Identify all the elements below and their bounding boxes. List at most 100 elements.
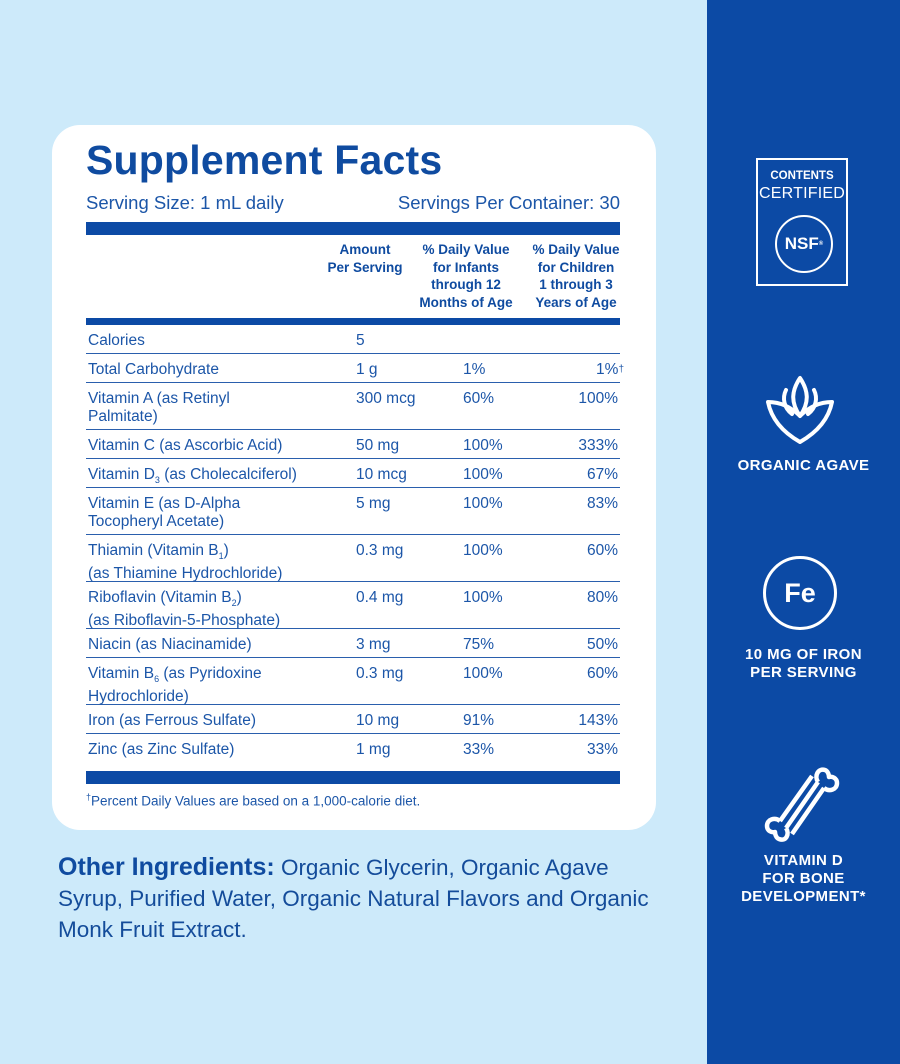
header-infants-line: through 12 (431, 277, 501, 292)
table-row: Total Carbohydrate 1 g 1% 1%† (86, 354, 624, 383)
dv-children-value: 60% (586, 542, 618, 559)
nsf-contents-text: CONTENTS (770, 170, 834, 182)
serving-info: Serving Size: 1 mL daily Servings Per Co… (86, 192, 620, 214)
badge-sidebar (707, 0, 900, 1064)
amount-per-serving: 5 (356, 332, 365, 349)
top-rule (86, 222, 620, 235)
servings-per-container: Servings Per Container: 30 (397, 192, 620, 213)
bone-icon (764, 767, 840, 842)
header-amount-line: Per Serving (327, 259, 403, 275)
agave-leaf-icon (766, 376, 834, 444)
facts-title: Supplement Facts (86, 137, 443, 183)
dv-children: 67% (587, 466, 618, 484)
header-children-line: Years of Age (535, 294, 617, 310)
dv-children: 333% (578, 437, 618, 455)
iron-symbol: Fe (784, 577, 816, 608)
table-row: Vitamin E (as D-Alpha Tocopheryl Acetate)… (86, 488, 620, 535)
dv-children-value: 80% (586, 589, 618, 606)
header-children: % Daily Value for Children 1 through 3 Y… (526, 241, 626, 311)
other-ingredients-text: Organic Glycerin, Organic Agave Syrup, P… (58, 855, 649, 942)
iron-label-line: PER SERVING (750, 664, 857, 681)
supplement-facts-panel (52, 125, 656, 830)
nutrient-name: Niacin (as Niacinamide) (88, 636, 252, 653)
footnote: †Percent Daily Values are based on a 1,0… (86, 792, 420, 809)
amount-per-serving: 300 mcg (356, 390, 416, 407)
dv-infants: 100% (463, 495, 503, 512)
dv-infants: 60% (463, 390, 495, 407)
table-row: Vitamin B6 (as Pyridoxine Hydrochloride) 0… (86, 658, 620, 705)
amount-per-serving: 1 g (356, 361, 378, 378)
dv-children: 50% (587, 636, 618, 654)
header-infants-line: Months of Age (419, 294, 513, 310)
dv-infants: 1% (463, 361, 486, 378)
nsf-certified-icon: CONTENTS CERTIFIED NSF ® (756, 158, 848, 286)
header-amount-line: Amount (339, 242, 391, 257)
iron-label: 10 MG OF IRON PER SERVING (707, 646, 900, 682)
dv-infants: 100% (463, 466, 503, 483)
dv-children: 100% (578, 390, 618, 408)
dv-children-value: 100% (578, 390, 618, 407)
dv-children: 80% (587, 589, 618, 607)
facts-table: Calories 5 Total Carbohydrate 1 g 1% 1%† Vitam… (86, 325, 624, 762)
dv-infants: 100% (463, 437, 503, 454)
amount-per-serving: 50 mg (356, 437, 400, 454)
dv-children: 60% (587, 542, 618, 560)
dagger-mark: † (618, 364, 624, 375)
serving-size: Serving Size: 1 mL daily (86, 192, 284, 213)
vitamin-d-label-line: VITAMIN D (763, 852, 844, 869)
table-row: Calories 5 (86, 325, 620, 354)
footnote-text: Percent Daily Values are based on a 1,00… (91, 793, 421, 809)
nutrient-name: Vitamin C (as Ascorbic Acid) (88, 437, 283, 454)
table-row: Thiamin (Vitamin B1) (as Thiamine Hydroch… (86, 535, 620, 582)
nsf-logo: NSF ® (775, 215, 833, 273)
footnote-mark: † (86, 792, 92, 802)
nutrient-name: Total Carbohydrate (88, 361, 219, 378)
header-amount: Amount Per Serving (325, 241, 405, 276)
table-row: Iron (as Ferrous Sulfate) 10 mg 91% 143% (86, 705, 620, 734)
nutrient-name: Thiamin (Vitamin B1) (as Thiamine Hydroch… (88, 542, 283, 583)
dv-children-value: 33% (586, 741, 618, 758)
dv-children: 33% (587, 741, 618, 759)
dv-infants: 33% (463, 741, 495, 758)
dv-children-value: 67% (586, 466, 618, 483)
dv-children-value: 143% (578, 712, 618, 729)
amount-per-serving: 0.4 mg (356, 589, 404, 606)
amount-per-serving: 10 mcg (356, 466, 407, 483)
agave-label: ORGANIC AGAVE (737, 457, 870, 474)
table-row: Riboflavin (Vitamin B2) (as Riboflavin-5-… (86, 582, 620, 629)
nsf-logo-text: NSF (784, 234, 819, 253)
table-row: Vitamin C (as Ascorbic Acid) 50 mg 100% 333… (86, 430, 620, 459)
iron-fe-icon: Fe (763, 556, 837, 630)
dv-children: 60% (587, 665, 618, 683)
nutrient-name: Calories (88, 332, 145, 349)
dv-infants: 100% (463, 589, 503, 606)
dv-children: 143% (578, 712, 618, 730)
vitamin-d-label: VITAMIN D FOR BONE DEVELOPMENT* (707, 852, 900, 906)
header-rule (86, 318, 620, 325)
dv-children-value: 333% (578, 437, 618, 454)
header-infants: % Daily Value for Infants through 12 Mon… (416, 241, 516, 311)
amount-per-serving: 0.3 mg (356, 542, 404, 559)
nutrient-name: Vitamin A (as Retinyl Palmitate) (88, 390, 230, 425)
nutrient-name: Vitamin B6 (as Pyridoxine Hydrochloride) (88, 665, 262, 706)
bottom-rule (86, 771, 620, 784)
dv-children-value: 50% (586, 636, 618, 653)
amount-per-serving: 5 mg (356, 495, 391, 512)
dv-children-value: 83% (586, 495, 618, 512)
dv-children: 83% (587, 495, 618, 513)
dv-children: 1%† (596, 361, 624, 379)
vitamin-d-label-line: FOR BONE (762, 870, 845, 887)
amount-per-serving: 1 mg (356, 741, 391, 758)
nutrient-name: Vitamin E (as D-Alpha Tocopheryl Acetate) (88, 495, 241, 530)
dv-infants: 91% (463, 712, 495, 729)
nutrient-name: Vitamin D3 (as Cholecalciferol) (88, 466, 297, 486)
header-children-line: 1 through 3 (539, 277, 613, 292)
header-children-line: % Daily Value (532, 242, 620, 257)
nutrient-name: Iron (as Ferrous Sulfate) (88, 712, 256, 729)
amount-per-serving: 10 mg (356, 712, 400, 729)
other-ingredients: Other Ingredients: Organic Glycerin, Org… (58, 852, 658, 945)
dv-children-value: 1% (596, 361, 619, 378)
dv-children-value: 60% (586, 665, 618, 682)
amount-per-serving: 3 mg (356, 636, 391, 653)
nutrient-name: Riboflavin (Vitamin B2) (as Riboflavin-5-… (88, 589, 281, 630)
